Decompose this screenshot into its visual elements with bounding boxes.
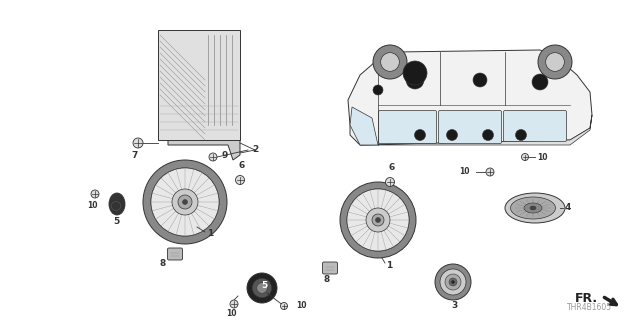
Circle shape [449,278,457,286]
Circle shape [435,264,471,300]
Text: 6: 6 [389,164,395,172]
Circle shape [347,189,409,251]
FancyBboxPatch shape [438,110,502,143]
Circle shape [143,160,227,244]
Text: 6: 6 [239,162,245,171]
Circle shape [440,269,466,295]
Text: 4: 4 [565,204,572,212]
Ellipse shape [505,193,565,223]
Ellipse shape [524,203,542,213]
Text: 3: 3 [452,301,458,310]
FancyBboxPatch shape [504,110,566,141]
Text: 5: 5 [113,218,119,227]
Circle shape [236,175,244,185]
FancyBboxPatch shape [168,248,182,260]
Circle shape [532,74,548,90]
Ellipse shape [511,197,556,219]
FancyBboxPatch shape [323,262,337,274]
Polygon shape [348,50,592,145]
Text: 2: 2 [252,146,259,155]
FancyBboxPatch shape [378,110,436,143]
Circle shape [280,302,287,309]
Circle shape [252,278,272,298]
Circle shape [522,154,529,161]
Circle shape [451,281,454,284]
Polygon shape [168,135,240,160]
Text: FR.: FR. [575,292,598,305]
Circle shape [406,71,424,89]
Bar [158,30,240,140]
Text: 8: 8 [324,275,330,284]
Text: 10: 10 [537,153,547,162]
Circle shape [376,218,381,222]
Circle shape [447,130,458,140]
Text: 1: 1 [207,229,213,238]
Text: 10: 10 [87,202,97,211]
Text: 1: 1 [386,260,392,269]
Text: 10: 10 [460,167,470,177]
Text: 8: 8 [159,260,165,268]
Circle shape [347,189,409,251]
Circle shape [151,168,219,236]
Circle shape [209,153,217,161]
Circle shape [257,283,268,293]
Text: THR4B1605: THR4B1605 [567,303,612,312]
Circle shape [178,195,192,209]
Circle shape [385,178,394,187]
Circle shape [483,130,493,140]
Circle shape [172,189,198,215]
Text: 10: 10 [296,301,307,310]
Circle shape [486,168,494,176]
Circle shape [247,273,277,303]
Circle shape [538,45,572,79]
Circle shape [340,182,416,258]
Circle shape [366,208,390,232]
Circle shape [230,300,238,308]
Circle shape [381,53,399,71]
Text: 10: 10 [226,309,236,318]
Circle shape [403,61,427,85]
Circle shape [373,45,407,79]
Circle shape [546,53,564,71]
Polygon shape [360,115,592,145]
Circle shape [372,214,384,226]
Circle shape [91,190,99,198]
Polygon shape [350,107,378,145]
Text: 5: 5 [261,282,267,291]
Text: 7: 7 [132,150,138,159]
Circle shape [515,130,527,140]
Circle shape [373,85,383,95]
Circle shape [415,130,426,140]
Circle shape [473,73,487,87]
Circle shape [151,168,219,236]
Circle shape [445,274,461,290]
Circle shape [133,138,143,148]
Ellipse shape [109,193,125,215]
Ellipse shape [530,206,536,210]
Circle shape [182,199,188,204]
Text: 9: 9 [221,150,227,159]
